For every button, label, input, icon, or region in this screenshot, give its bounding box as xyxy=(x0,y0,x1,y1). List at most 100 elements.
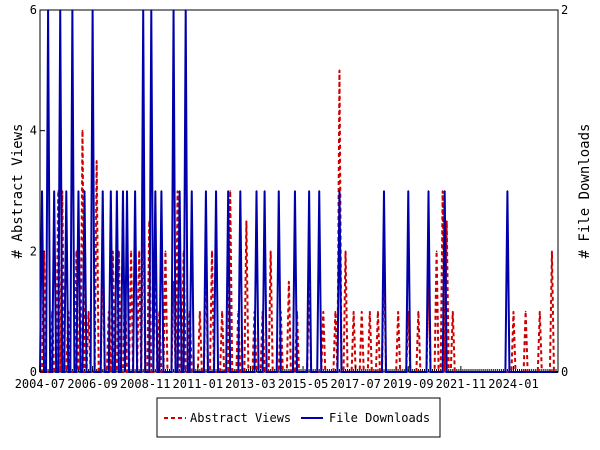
data-point-abstract-views xyxy=(435,250,438,253)
x-tick-label: 2015-05 xyxy=(278,377,329,391)
data-point-abstract-views xyxy=(138,250,140,253)
data-point-file-downloads xyxy=(122,190,124,192)
x-tick-label: 2021-11 xyxy=(436,377,487,391)
data-point-file-downloads xyxy=(383,190,385,192)
data-point-abstract-views xyxy=(130,250,132,253)
data-point-abstract-views xyxy=(369,310,371,313)
data-point-file-downloads xyxy=(427,190,430,192)
data-point-file-downloads xyxy=(110,190,112,192)
data-point-abstract-views xyxy=(81,129,84,132)
data-point-abstract-views xyxy=(211,250,213,253)
y2-tick-label: 0 xyxy=(561,365,568,379)
data-point-file-downloads xyxy=(205,190,207,192)
y-tick-label: 2 xyxy=(30,244,37,258)
data-point-file-downloads xyxy=(53,190,55,192)
data-point-abstract-views xyxy=(229,190,232,192)
legend-label-file-downloads: File Downloads xyxy=(329,411,430,425)
data-point-abstract-views xyxy=(377,310,379,313)
y2-tick-label: 2 xyxy=(561,3,568,17)
y-tick-label: 4 xyxy=(30,124,37,138)
data-point-file-downloads xyxy=(184,9,187,11)
data-point-abstract-views xyxy=(87,310,90,313)
x-tick-label: 2019-09 xyxy=(383,377,434,391)
y-axis-right: 02 xyxy=(553,3,568,379)
data-point-file-downloads xyxy=(41,190,43,192)
data-point-file-downloads xyxy=(134,190,136,192)
data-point-abstract-views xyxy=(269,250,272,253)
data-point-file-downloads xyxy=(318,190,321,192)
data-point-file-downloads xyxy=(407,190,410,192)
y-tick-label: 6 xyxy=(30,3,37,17)
data-point-file-downloads xyxy=(116,190,118,192)
data-point-file-downloads xyxy=(255,190,258,192)
data-point-file-downloads xyxy=(263,190,266,192)
data-point-abstract-views xyxy=(441,190,444,192)
data-point-abstract-views xyxy=(95,160,98,162)
series-group xyxy=(39,9,558,373)
data-point-abstract-views xyxy=(445,220,448,222)
data-point-abstract-views xyxy=(164,250,167,253)
data-point-file-downloads xyxy=(47,9,49,11)
data-point-abstract-views xyxy=(512,310,515,313)
data-point-abstract-views xyxy=(334,310,337,313)
data-point-file-downloads xyxy=(277,190,280,192)
data-point-file-downloads xyxy=(338,190,341,192)
data-point-file-downloads xyxy=(227,190,229,192)
x-tick-label: 2013-03 xyxy=(225,377,276,391)
x-axis: 2004-07 2006-09 2008-11 2011-01 2013-03 2015-… xyxy=(15,366,539,391)
y2-axis-title: # File Downloads xyxy=(577,124,593,259)
x-tick-label: 2006-09 xyxy=(67,377,118,391)
data-point-abstract-views xyxy=(451,310,454,313)
data-point-file-downloads xyxy=(215,190,217,192)
data-point-file-downloads xyxy=(190,190,193,192)
x-tick-label: 2024-01 xyxy=(488,377,539,391)
data-point-abstract-views xyxy=(245,220,248,222)
data-point-file-downloads xyxy=(59,9,62,11)
y-axis-left: 0 2 4 6 xyxy=(30,3,45,379)
x-tick-label: 2004-07 xyxy=(15,377,66,391)
data-point-file-downloads xyxy=(150,9,153,11)
data-point-abstract-views xyxy=(538,310,541,313)
data-point-abstract-views xyxy=(344,250,347,253)
data-point-file-downloads xyxy=(101,190,104,192)
data-point-abstract-views xyxy=(551,250,553,253)
data-point-abstract-views xyxy=(397,310,399,313)
data-point-abstract-views xyxy=(288,280,290,283)
data-point-abstract-views xyxy=(176,190,179,192)
legend-label-abstract-views: Abstract Views xyxy=(190,411,291,425)
data-point-abstract-views xyxy=(221,310,223,313)
y-axis-title: # Abstract Views xyxy=(10,124,26,259)
data-point-file-downloads xyxy=(142,9,144,11)
data-point-abstract-views xyxy=(417,310,420,313)
x-tick-label: 2008-11 xyxy=(120,377,171,391)
data-point-file-downloads xyxy=(506,190,509,192)
data-point-file-downloads xyxy=(172,9,175,11)
data-point-file-downloads xyxy=(83,190,86,192)
x-tick-label: 2017-07 xyxy=(330,377,381,391)
data-point-abstract-views xyxy=(352,310,355,313)
data-point-file-downloads xyxy=(77,190,80,192)
data-point-file-downloads xyxy=(126,190,128,192)
data-point-file-downloads xyxy=(308,190,310,192)
data-point-file-downloads xyxy=(178,190,181,192)
data-point-file-downloads xyxy=(160,190,163,192)
data-point-abstract-views xyxy=(199,310,201,313)
data-point-file-downloads xyxy=(65,190,68,192)
data-point-file-downloads xyxy=(294,190,296,192)
data-point-file-downloads xyxy=(91,9,94,11)
data-point-file-downloads xyxy=(239,190,242,192)
data-point-file-downloads xyxy=(71,9,74,11)
data-point-file-downloads xyxy=(443,190,446,192)
data-point-abstract-views xyxy=(360,310,363,313)
legend: Abstract Views File Downloads xyxy=(156,397,441,438)
data-point-abstract-views xyxy=(524,310,527,313)
y-tick-label: 0 xyxy=(30,365,37,379)
data-point-abstract-views xyxy=(338,69,341,72)
legend-box xyxy=(156,397,441,438)
data-point-file-downloads xyxy=(154,190,157,192)
data-point-abstract-views xyxy=(172,280,175,283)
series-line-file-downloads xyxy=(39,9,558,373)
data-point-abstract-views xyxy=(322,310,325,313)
x-tick-label: 2011-01 xyxy=(173,377,224,391)
